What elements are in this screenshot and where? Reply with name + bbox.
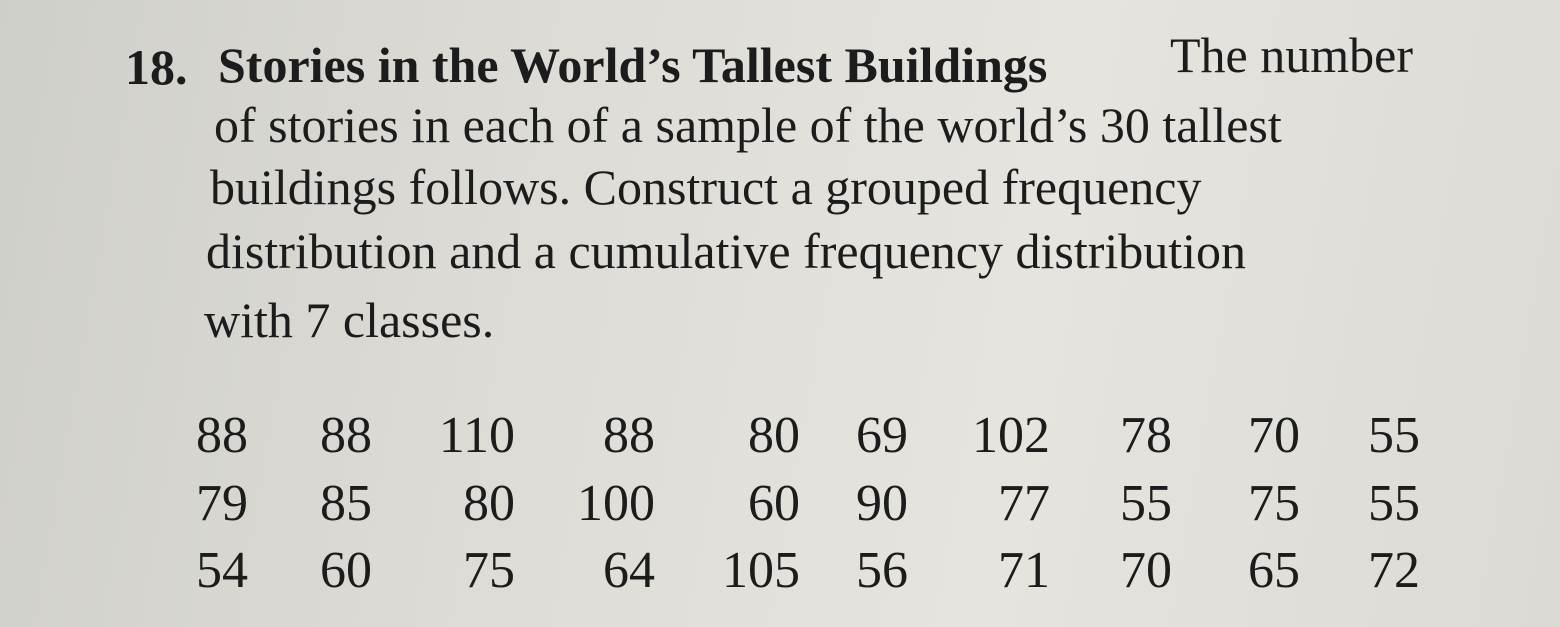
data-value: 102 bbox=[972, 407, 1050, 464]
data-value: 65 bbox=[1248, 542, 1300, 599]
problem-text: with 7 classes. bbox=[204, 292, 495, 348]
problem-text: The number bbox=[1170, 27, 1413, 83]
data-value: 100 bbox=[577, 475, 655, 532]
problem-number: 18. bbox=[125, 39, 188, 95]
problem-title: Stories in the World’s Tallest Buildings bbox=[218, 37, 1048, 93]
data-value: 88 bbox=[320, 407, 372, 464]
data-value: 75 bbox=[463, 542, 515, 599]
data-value: 55 bbox=[1368, 475, 1420, 532]
data-value: 56 bbox=[856, 542, 908, 599]
data-value: 77 bbox=[998, 475, 1050, 532]
data-value: 85 bbox=[320, 475, 372, 532]
data-value: 72 bbox=[1368, 542, 1420, 599]
data-value: 71 bbox=[998, 542, 1050, 599]
data-value: 88 bbox=[196, 407, 248, 464]
problem-text: distribution and a cumulative frequency … bbox=[206, 223, 1247, 279]
data-value: 90 bbox=[856, 475, 908, 532]
data-value: 88 bbox=[603, 407, 655, 464]
data-value: 64 bbox=[603, 542, 655, 599]
data-value: 60 bbox=[320, 542, 372, 599]
data-value: 69 bbox=[856, 407, 908, 464]
data-value: 70 bbox=[1248, 407, 1300, 464]
data-value: 70 bbox=[1120, 542, 1172, 599]
data-value: 55 bbox=[1120, 475, 1172, 532]
data-value: 78 bbox=[1120, 407, 1172, 464]
data-value: 60 bbox=[748, 475, 800, 532]
data-value: 75 bbox=[1248, 475, 1300, 532]
problem-text: buildings follows. Construct a grouped f… bbox=[210, 159, 1202, 215]
data-value: 105 bbox=[722, 542, 800, 599]
data-value: 55 bbox=[1368, 407, 1420, 464]
data-value: 80 bbox=[463, 475, 515, 532]
data-value: 110 bbox=[438, 407, 515, 464]
problem-text: of stories in each of a sample of the wo… bbox=[214, 97, 1282, 153]
data-value: 79 bbox=[196, 475, 248, 532]
data-value: 80 bbox=[748, 407, 800, 464]
data-value: 54 bbox=[196, 542, 248, 599]
